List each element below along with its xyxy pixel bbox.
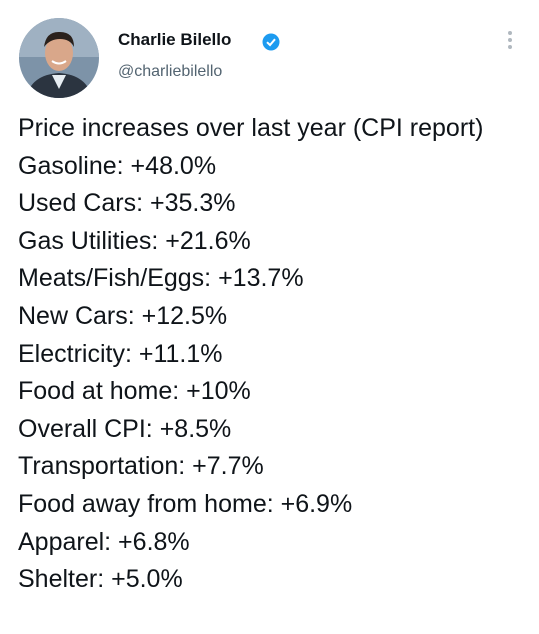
more-menu[interactable]	[504, 30, 516, 52]
author-name[interactable]: Charlie Bilello	[118, 30, 232, 49]
tweet-line: New Cars: +12.5%	[18, 301, 228, 330]
tweet-text: Price increases over last year (CPI repo…	[18, 110, 498, 599]
avatar[interactable]	[18, 17, 100, 99]
tweet-line: Shelter: +5.0%	[18, 565, 183, 594]
tweet-line: Food at home: +10%	[18, 377, 251, 406]
tweet-line: Gasoline: +48.0%	[18, 151, 217, 180]
tweet-line: Electricity: +11.1%	[18, 339, 223, 368]
tweet-line: Meats/Fish/Eggs: +13.7%	[18, 264, 304, 293]
tweet-line: Used Cars: +35.3%	[18, 189, 236, 218]
tweet-line: Overall CPI: +8.5%	[18, 414, 232, 443]
verified-badge	[262, 33, 280, 51]
tweet-line: Transportation: +7.7%	[18, 452, 264, 481]
author-handle[interactable]: @charliebilello	[118, 63, 223, 80]
tweet-line: Food away from home: +6.9%	[18, 489, 353, 518]
tweet-line: Apparel: +6.8%	[18, 527, 190, 556]
tweet-line: Price increases over last year (CPI repo…	[18, 114, 484, 142]
tweet-line: Gas Utilities: +21.6%	[18, 226, 251, 255]
